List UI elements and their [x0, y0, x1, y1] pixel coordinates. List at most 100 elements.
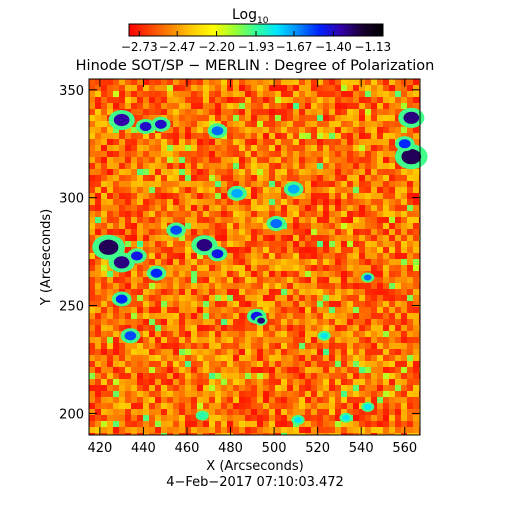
- heatmap-cell: [233, 313, 239, 319]
- heatmap-cell: [341, 307, 347, 313]
- heatmap-cell: [389, 247, 395, 253]
- heatmap-cell: [233, 115, 239, 121]
- heatmap-cell: [383, 133, 389, 139]
- heatmap-cell: [245, 133, 251, 139]
- heatmap-cell: [227, 415, 233, 421]
- heatmap-cell: [311, 433, 317, 435]
- heatmap-cell: [161, 253, 167, 259]
- heatmap-cell: [173, 307, 179, 313]
- heatmap-cell: [299, 397, 305, 403]
- heatmap-cell: [155, 409, 161, 415]
- heatmap-cell: [293, 121, 299, 127]
- heatmap-cell: [113, 367, 119, 373]
- heatmap-cell: [197, 361, 203, 367]
- heatmap-cell: [179, 193, 185, 199]
- heatmap-cell: [227, 385, 233, 391]
- heatmap-cell: [119, 349, 125, 355]
- heatmap-cell: [347, 121, 353, 127]
- heatmap-cell: [143, 283, 149, 289]
- heatmap-cell: [245, 151, 251, 157]
- heatmap-cell: [353, 349, 359, 355]
- heatmap-cell: [305, 109, 311, 115]
- heatmap-cell: [281, 403, 287, 409]
- heatmap-cell: [329, 403, 335, 409]
- heatmap-cell: [305, 337, 311, 343]
- heatmap-cell: [113, 91, 119, 97]
- heatmap-cell: [305, 175, 311, 181]
- heatmap-cell: [143, 181, 149, 187]
- heatmap-cell: [137, 373, 143, 379]
- heatmap-cell: [377, 85, 383, 91]
- heatmap-cell: [275, 265, 281, 271]
- heatmap-cell: [263, 217, 269, 223]
- heatmap-cell: [125, 193, 131, 199]
- heatmap-cell: [311, 109, 317, 115]
- heatmap-cell: [407, 307, 413, 313]
- heatmap-cell: [119, 355, 125, 361]
- heatmap-cell: [383, 337, 389, 343]
- heatmap-cell: [275, 271, 281, 277]
- heatmap-cell: [209, 181, 215, 187]
- heatmap-cell: [137, 415, 143, 421]
- heatmap-cell: [401, 169, 407, 175]
- heatmap-cell: [389, 277, 395, 283]
- heatmap-cell: [263, 187, 269, 193]
- heatmap-cell: [197, 349, 203, 355]
- heatmap-cell: [179, 247, 185, 253]
- heatmap-cell: [323, 121, 329, 127]
- heatmap-cell: [101, 169, 107, 175]
- heatmap-cell: [389, 403, 395, 409]
- heatmap-cell: [131, 187, 137, 193]
- heatmap-cell: [131, 343, 137, 349]
- heatmap-cell: [371, 409, 377, 415]
- x-tick-label: 440: [131, 441, 156, 456]
- heatmap-cell: [359, 145, 365, 151]
- heatmap-cell: [173, 331, 179, 337]
- heatmap-cell: [359, 205, 365, 211]
- heatmap-cell: [305, 211, 311, 217]
- heatmap-cell: [401, 397, 407, 403]
- heatmap-cell: [107, 433, 113, 435]
- feature-core: [198, 412, 207, 419]
- heatmap-cell: [191, 331, 197, 337]
- heatmap-cell: [323, 253, 329, 259]
- heatmap-cell: [149, 403, 155, 409]
- heatmap-cell: [317, 151, 323, 157]
- colorbar-tick-label: −1.40: [315, 40, 352, 54]
- heatmap-cell: [95, 193, 101, 199]
- heatmap-cell: [143, 271, 149, 277]
- heatmap-cell: [227, 283, 233, 289]
- heatmap-cell: [155, 349, 161, 355]
- heatmap-cell: [119, 133, 125, 139]
- heatmap-cell: [227, 91, 233, 97]
- heatmap-cell: [401, 301, 407, 307]
- heatmap-cell: [149, 427, 155, 433]
- heatmap-cell: [251, 253, 257, 259]
- heatmap-cell: [287, 433, 293, 435]
- heatmap-cell: [215, 103, 221, 109]
- heatmap-cell: [353, 229, 359, 235]
- heatmap-cell: [269, 265, 275, 271]
- heatmap-cell: [395, 253, 401, 259]
- heatmap-cell: [347, 97, 353, 103]
- heatmap-cell: [287, 199, 293, 205]
- heatmap-cell: [233, 241, 239, 247]
- heatmap-cell: [389, 349, 395, 355]
- feature-core: [98, 239, 119, 255]
- heatmap-cell: [311, 361, 317, 367]
- heatmap-cell: [233, 361, 239, 367]
- heatmap-cell: [89, 415, 95, 421]
- heatmap-cell: [191, 301, 197, 307]
- heatmap-cell: [335, 193, 341, 199]
- heatmap-cell: [413, 403, 419, 409]
- heatmap-cell: [341, 271, 347, 277]
- heatmap-cell: [293, 85, 299, 91]
- heatmap-cell: [89, 271, 95, 277]
- heatmap-cell: [389, 301, 395, 307]
- heatmap-cell: [167, 301, 173, 307]
- heatmap-cell: [323, 379, 329, 385]
- heatmap-cell: [299, 283, 305, 289]
- heatmap-cell: [245, 271, 251, 277]
- heatmap-cell: [89, 379, 95, 385]
- heatmap-cell: [365, 415, 371, 421]
